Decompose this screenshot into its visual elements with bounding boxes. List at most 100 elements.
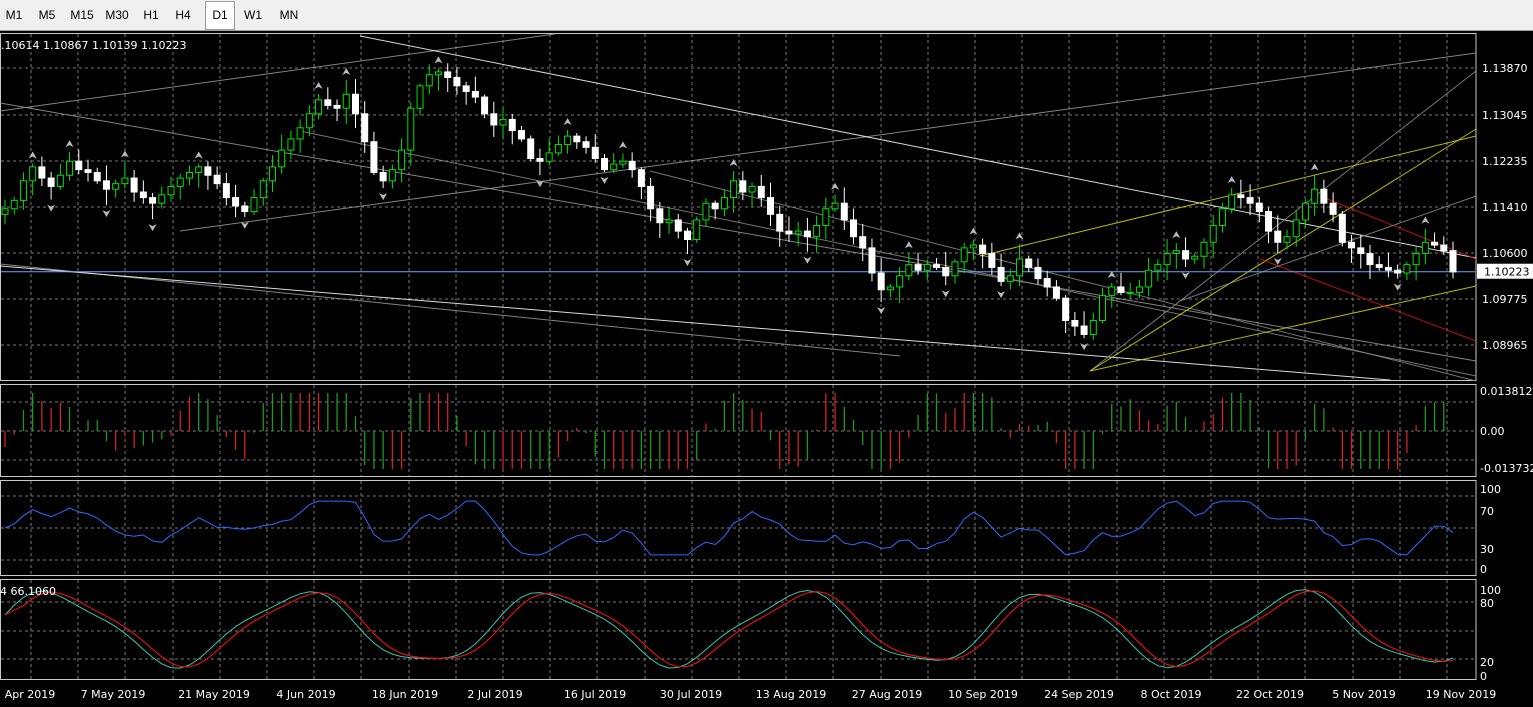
trendline-4 xyxy=(359,35,1477,259)
candle xyxy=(1126,292,1134,295)
price-tick-label: 1.11410 xyxy=(1482,201,1528,214)
trendline-9 xyxy=(1089,128,1477,372)
pane-frame-main xyxy=(0,33,1477,381)
fractal-up-icon xyxy=(1015,232,1024,240)
chart-area[interactable]: 1.13870 1.13045 1.12235 1.11410 1.10600 1.097… xyxy=(0,31,1533,707)
fractal-down-icon xyxy=(379,193,388,201)
candle xyxy=(1348,241,1356,249)
timeframe-d1[interactable]: D1 xyxy=(205,1,235,30)
date-tick-label: 18 Jun 2019 xyxy=(372,688,438,701)
date-tick-label: 4 Jun 2019 xyxy=(276,688,335,701)
candle xyxy=(407,107,415,151)
fractal-down-icon xyxy=(1181,272,1190,280)
date-tick-label: 7 May 2019 xyxy=(81,688,146,701)
candle xyxy=(1412,252,1420,266)
candle xyxy=(1440,244,1448,252)
candle xyxy=(434,71,442,76)
candle xyxy=(213,174,221,185)
candle xyxy=(886,286,894,291)
candle xyxy=(554,144,562,154)
candle xyxy=(776,213,784,232)
candle xyxy=(1200,241,1208,257)
candle xyxy=(693,219,701,240)
price-tick-label: 1.12235 xyxy=(1482,155,1528,168)
candle xyxy=(1320,188,1328,204)
timeframe-h1[interactable]: H1 xyxy=(143,8,159,22)
fractal-down-icon xyxy=(1273,258,1282,266)
timeframe-m30[interactable]: M30 xyxy=(105,8,129,22)
candle xyxy=(1218,208,1226,227)
fractal-down-icon xyxy=(102,209,111,217)
candle xyxy=(951,261,959,277)
candle xyxy=(831,202,839,210)
rsi-line xyxy=(4,500,1454,556)
timeframe-m5[interactable]: M5 xyxy=(38,8,56,22)
date-tick-label: 24 Sep 2019 xyxy=(1044,688,1114,701)
candle xyxy=(720,197,728,210)
candle xyxy=(730,180,738,199)
trendline-6 xyxy=(299,130,1477,377)
candle xyxy=(1080,325,1088,335)
candle xyxy=(1191,255,1199,260)
candle xyxy=(259,180,267,199)
candle xyxy=(1025,258,1033,268)
rsi-tick-label: 100 xyxy=(1480,483,1501,496)
candle xyxy=(444,71,452,78)
trendline-12 xyxy=(1319,195,1477,260)
candle xyxy=(315,99,323,115)
candle xyxy=(333,104,341,109)
candle xyxy=(75,160,83,171)
candle xyxy=(93,171,101,182)
candle xyxy=(38,166,46,179)
date-tick-label: 19 Nov 2019 xyxy=(1426,688,1496,701)
candle xyxy=(1135,286,1143,294)
timeframe-m15[interactable]: M15 xyxy=(70,8,94,22)
price-tick-label: 1.13870 xyxy=(1482,62,1528,75)
fractal-up-icon xyxy=(904,241,913,249)
fractal-up-icon xyxy=(1227,176,1236,184)
date-tick-label: 16 Jul 2019 xyxy=(564,688,626,701)
trendline-5 xyxy=(0,265,1391,381)
pane-frame-osc xyxy=(0,384,1477,477)
candle xyxy=(1108,286,1116,296)
candle xyxy=(564,135,572,146)
candle xyxy=(66,160,74,176)
candle xyxy=(121,177,129,185)
timeframe-h4[interactable]: H4 xyxy=(175,8,191,22)
candle xyxy=(324,99,332,106)
fractal-down-icon xyxy=(941,290,950,298)
oscillator-tick-label: 0.013812 xyxy=(1480,385,1533,398)
candle xyxy=(47,177,55,187)
candle xyxy=(278,149,286,168)
timeframe-mn[interactable]: MN xyxy=(279,8,299,22)
candle xyxy=(185,171,193,179)
trendline-13 xyxy=(1259,258,1477,342)
date-tick-label: 8 Oct 2019 xyxy=(1140,688,1201,701)
candle xyxy=(1357,247,1365,254)
candle xyxy=(1052,286,1060,299)
trendline-0 xyxy=(0,263,901,357)
candle xyxy=(102,180,110,190)
timeframe-w1[interactable]: W1 xyxy=(244,8,262,22)
timeframe-toolbar: M1 M5 M15 M30 H1 H4 D1 W1 MN xyxy=(0,0,1533,31)
candle xyxy=(379,171,387,182)
candle xyxy=(896,275,904,288)
candle xyxy=(1034,266,1042,280)
candle xyxy=(1274,230,1282,243)
fractal-down-icon xyxy=(877,307,886,315)
candle xyxy=(1006,275,1014,282)
candle xyxy=(600,157,608,171)
rsi-tick-label: 30 xyxy=(1480,543,1494,556)
candle xyxy=(767,197,775,215)
candle xyxy=(757,185,765,199)
fractal-down-icon xyxy=(1080,343,1089,351)
candle xyxy=(222,183,230,199)
stochastic-header: 4 66.1060 xyxy=(0,585,56,598)
fractal-up-icon xyxy=(342,68,351,76)
fractal-up-icon xyxy=(194,151,203,159)
timeframe-m1[interactable]: M1 xyxy=(5,8,23,22)
candle xyxy=(1163,252,1171,266)
candle xyxy=(960,247,968,263)
candle xyxy=(628,160,636,171)
candle xyxy=(351,93,359,115)
